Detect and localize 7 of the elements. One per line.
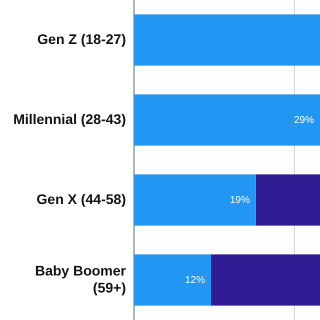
data-label: 12%: [184, 274, 206, 286]
data-label: 29%: [294, 114, 314, 126]
data-label: 19%: [230, 194, 250, 206]
y-tick-label: Gen X (44-58): [36, 190, 126, 207]
y-tick-label: Baby Boomer (59+): [34, 262, 127, 296]
y-tick-label: Millennial (28-43): [13, 110, 126, 127]
y-tick-label: Gen Z (18-27): [37, 30, 126, 47]
